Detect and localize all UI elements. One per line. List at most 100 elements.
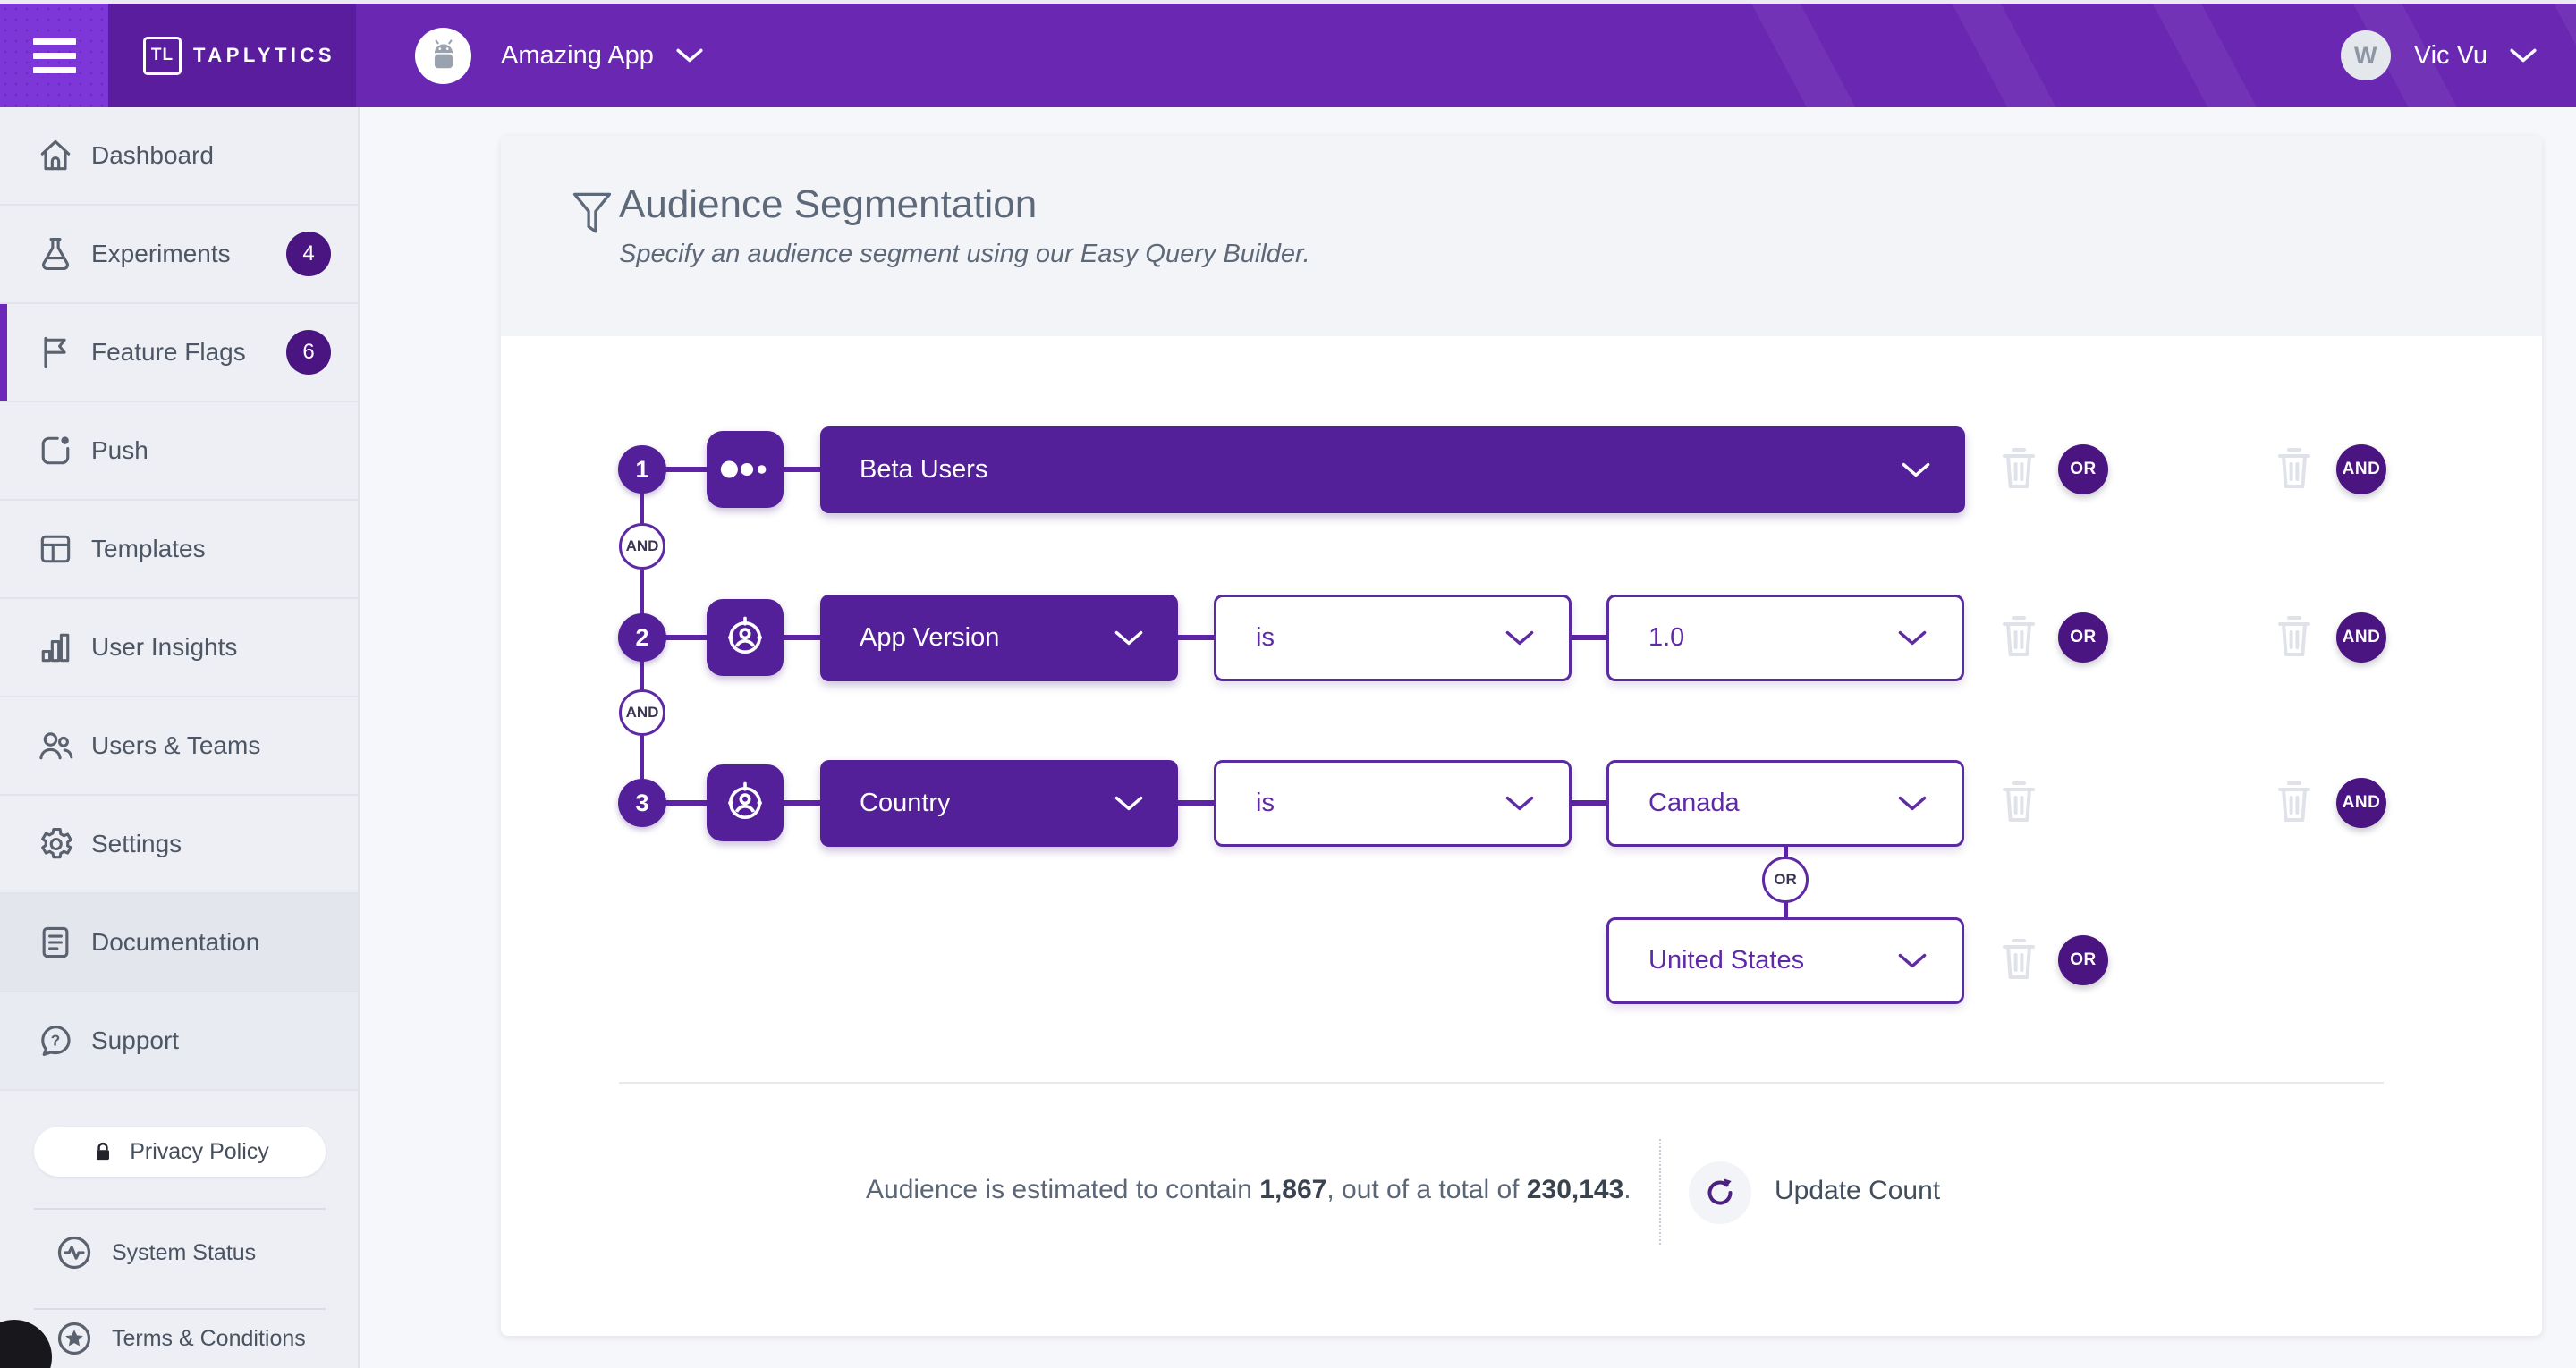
lock-icon bbox=[90, 1138, 115, 1165]
sidebar-item-users-teams[interactable]: Users & Teams bbox=[0, 697, 358, 796]
attribute-value: App Version bbox=[860, 623, 1000, 652]
divider bbox=[34, 1308, 326, 1310]
user-target-icon bbox=[721, 613, 769, 662]
page-subtitle: Specify an audience segment using our Ea… bbox=[619, 240, 1310, 268]
sidebar-item-label: Support bbox=[91, 1026, 180, 1054]
chevron-down-icon bbox=[1897, 795, 1928, 812]
privacy-policy-label: Privacy Policy bbox=[130, 1138, 269, 1164]
add-and-condition-button[interactable]: AND bbox=[2336, 612, 2386, 663]
user-name: Vic Vu bbox=[2413, 40, 2487, 70]
delete-condition-button[interactable] bbox=[1998, 610, 2039, 662]
sidebar-item-support[interactable]: ? Support bbox=[0, 992, 358, 1091]
star-circle-icon bbox=[54, 1318, 95, 1359]
value: United States bbox=[1648, 946, 1805, 975]
card-header: Audience Segmentation Specify an audienc… bbox=[501, 136, 2542, 336]
value-dropdown[interactable]: 1.0 bbox=[1606, 595, 1964, 681]
segment-dropdown[interactable]: Beta Users bbox=[820, 426, 1965, 513]
users-icon bbox=[36, 726, 75, 765]
sidebar-item-dashboard[interactable]: Dashboard bbox=[0, 107, 358, 206]
chevron-down-icon bbox=[1901, 461, 1931, 478]
add-and-condition-button[interactable]: AND bbox=[2336, 778, 2386, 828]
sidebar-item-label: Feature Flags bbox=[91, 338, 246, 366]
sidebar-item-feature-flags[interactable]: Feature Flags 6 bbox=[0, 304, 358, 402]
sidebar-item-documentation[interactable]: Documentation bbox=[0, 894, 358, 992]
page-title: Audience Segmentation bbox=[619, 182, 1038, 226]
chevron-down-icon bbox=[1504, 795, 1535, 812]
main-content: Audience Segmentation Specify an audienc… bbox=[360, 107, 2576, 1368]
terms-conditions-label: Terms & Conditions bbox=[112, 1325, 306, 1351]
count-badge: 4 bbox=[286, 232, 331, 276]
update-count-button[interactable] bbox=[1689, 1161, 1751, 1224]
row-number: 2 bbox=[618, 613, 666, 662]
delete-group-button[interactable] bbox=[2274, 775, 2315, 827]
user-target-icon bbox=[721, 779, 769, 827]
sidebar-item-experiments[interactable]: Experiments 4 bbox=[0, 206, 358, 304]
push-notification-icon bbox=[36, 431, 75, 470]
terms-conditions-link[interactable]: Terms & Conditions bbox=[54, 1318, 306, 1359]
logic-connector-or[interactable]: OR bbox=[1762, 857, 1809, 903]
gear-icon bbox=[36, 824, 75, 864]
audience-estimate-text: Audience is estimated to contain 1,867, … bbox=[866, 1175, 1631, 1205]
segment-type-icon-box bbox=[707, 431, 784, 508]
status-pulse-icon bbox=[54, 1232, 95, 1273]
attribute-dropdown[interactable]: Country bbox=[820, 760, 1178, 847]
system-status-link[interactable]: System Status bbox=[54, 1232, 256, 1273]
segment-type-icon-box bbox=[707, 764, 784, 841]
logic-connector-and[interactable]: AND bbox=[619, 523, 665, 570]
sidebar-item-label: Documentation bbox=[91, 928, 260, 956]
add-or-condition-button[interactable]: OR bbox=[2058, 935, 2108, 985]
add-or-condition-button[interactable]: OR bbox=[2058, 612, 2108, 663]
current-app-name: Amazing App bbox=[501, 40, 654, 70]
sidebar-item-label: Experiments bbox=[91, 240, 231, 267]
filter-funnel-icon bbox=[569, 188, 615, 244]
taplytics-logo-mark: TL bbox=[143, 36, 182, 75]
segment-value: Beta Users bbox=[860, 455, 988, 484]
help-chat-icon: ? bbox=[36, 1021, 75, 1060]
hamburger-menu-button[interactable] bbox=[0, 4, 108, 107]
delete-group-button[interactable] bbox=[2274, 442, 2315, 494]
or-value-dropdown[interactable]: United States bbox=[1606, 917, 1964, 1004]
operator-value: is bbox=[1256, 789, 1275, 817]
delete-condition-button[interactable] bbox=[1998, 933, 2039, 984]
sidebar-item-label: Push bbox=[91, 436, 148, 464]
system-status-label: System Status bbox=[112, 1239, 257, 1265]
segment-type-icon-box bbox=[707, 599, 784, 676]
add-and-condition-button[interactable]: AND bbox=[2336, 444, 2386, 494]
card-footer: Audience is estimated to contain 1,867, … bbox=[619, 1082, 2384, 1336]
sidebar-item-push[interactable]: Push bbox=[0, 402, 358, 501]
value-dropdown[interactable]: Canada bbox=[1606, 760, 1964, 847]
android-app-icon bbox=[415, 27, 471, 84]
sidebar-item-settings[interactable]: Settings bbox=[0, 796, 358, 894]
estimate-count: 1,867 bbox=[1259, 1175, 1327, 1204]
operator-dropdown[interactable]: is bbox=[1214, 595, 1572, 681]
operator-dropdown[interactable]: is bbox=[1214, 760, 1572, 847]
estimate-middle: , out of a total of bbox=[1326, 1175, 1527, 1204]
topbar: TL TAPLYTICS Amazing App W Vic Vu bbox=[0, 4, 2576, 107]
add-or-condition-button[interactable]: OR bbox=[2058, 444, 2108, 494]
privacy-policy-button[interactable]: Privacy Policy bbox=[34, 1127, 326, 1177]
dots-segment-icon bbox=[720, 458, 770, 481]
document-icon bbox=[36, 923, 75, 962]
operator-value: is bbox=[1256, 623, 1275, 652]
layout-icon bbox=[36, 529, 75, 569]
chevron-down-icon bbox=[1114, 795, 1144, 812]
delete-group-button[interactable] bbox=[2274, 610, 2315, 662]
value: Canada bbox=[1648, 789, 1740, 817]
chevron-down-icon bbox=[675, 47, 704, 63]
logic-connector-and[interactable]: AND bbox=[619, 689, 665, 736]
query-builder: 1 Beta Users OR AND AND bbox=[501, 336, 2542, 1082]
sidebar-item-label: Dashboard bbox=[91, 141, 214, 169]
divider bbox=[34, 1208, 326, 1210]
sidebar-item-label: Users & Teams bbox=[91, 731, 261, 759]
sidebar-item-user-insights[interactable]: User Insights bbox=[0, 599, 358, 697]
app-selector[interactable]: Amazing App bbox=[415, 27, 704, 84]
audience-segmentation-card: Audience Segmentation Specify an audienc… bbox=[501, 136, 2542, 1336]
update-count-label[interactable]: Update Count bbox=[1775, 1176, 1941, 1205]
estimate-prefix: Audience is estimated to contain bbox=[866, 1175, 1260, 1204]
user-menu[interactable]: W Vic Vu bbox=[2340, 30, 2538, 80]
delete-condition-button[interactable] bbox=[1998, 442, 2039, 494]
refresh-icon bbox=[1702, 1175, 1738, 1211]
delete-condition-button[interactable] bbox=[1998, 775, 2039, 827]
sidebar-item-templates[interactable]: Templates bbox=[0, 501, 358, 599]
attribute-dropdown[interactable]: App Version bbox=[820, 595, 1178, 681]
